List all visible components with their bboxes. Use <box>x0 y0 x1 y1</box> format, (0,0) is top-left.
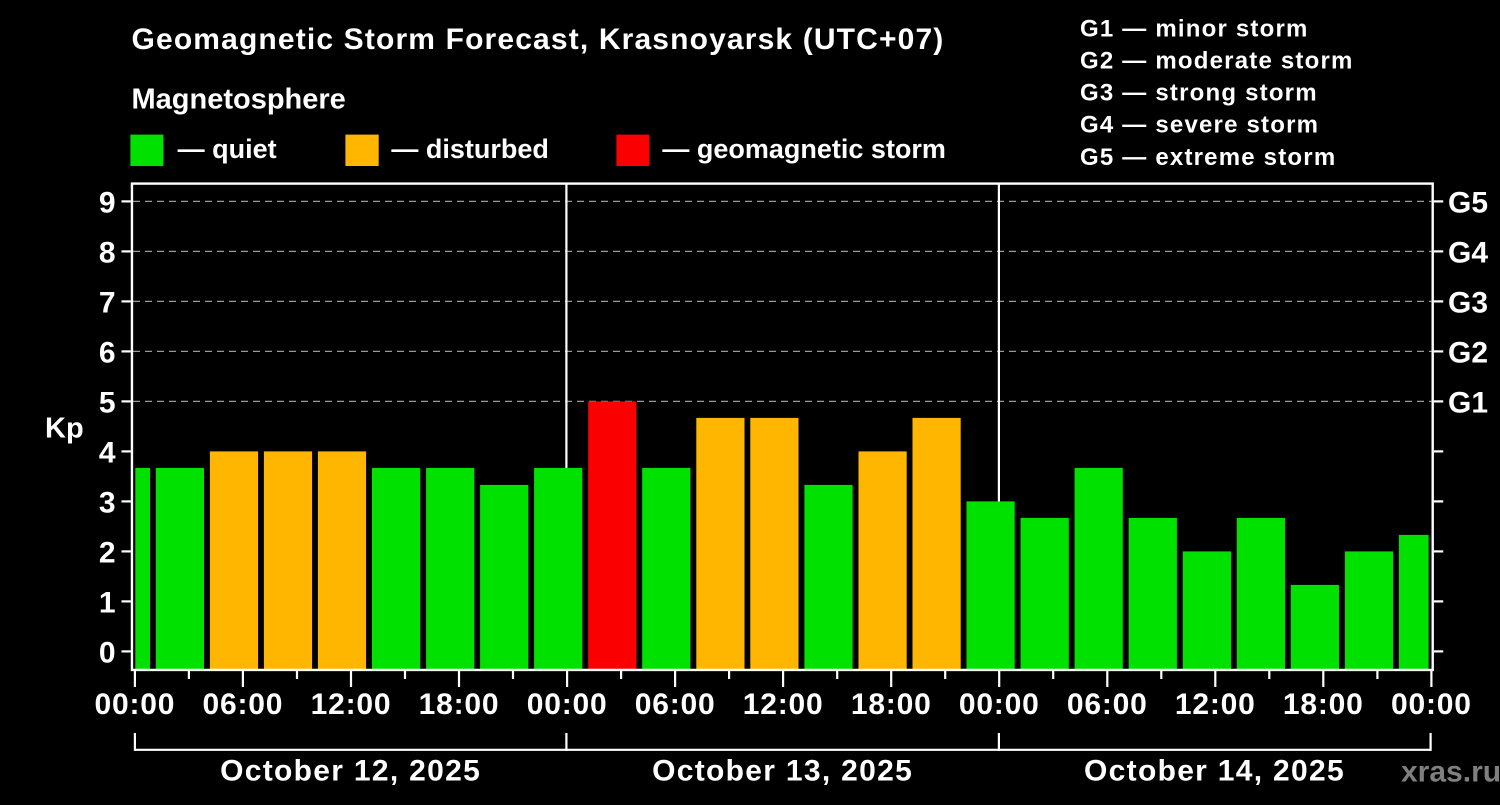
svg-text:1: 1 <box>99 586 116 619</box>
svg-text:— quiet: — quiet <box>178 134 277 164</box>
svg-text:— geomagnetic storm: — geomagnetic storm <box>662 134 946 164</box>
svg-text:October 12, 2025: October 12, 2025 <box>220 755 481 788</box>
svg-text:G4: G4 <box>1448 236 1488 269</box>
svg-text:7: 7 <box>99 286 116 319</box>
svg-text:Geomagnetic Storm Forecast, Kr: Geomagnetic Storm Forecast, Krasnoyarsk … <box>132 23 945 56</box>
svg-text:06:00: 06:00 <box>1067 688 1148 721</box>
svg-text:October 13, 2025: October 13, 2025 <box>652 755 913 788</box>
svg-text:4: 4 <box>99 436 116 469</box>
svg-text:G5: G5 <box>1448 186 1488 219</box>
svg-text:00:00: 00:00 <box>1391 688 1472 721</box>
svg-text:6: 6 <box>99 336 116 369</box>
svg-text:0: 0 <box>99 636 116 669</box>
svg-text:00:00: 00:00 <box>959 688 1040 721</box>
svg-text:18:00: 18:00 <box>1283 688 1364 721</box>
svg-text:G1: G1 <box>1448 386 1488 419</box>
svg-text:8: 8 <box>99 236 116 269</box>
svg-text:12:00: 12:00 <box>1175 688 1256 721</box>
svg-text:3: 3 <box>99 486 116 519</box>
svg-text:00:00: 00:00 <box>527 688 608 721</box>
svg-text:Kp: Kp <box>45 413 84 445</box>
svg-text:18:00: 18:00 <box>851 688 932 721</box>
svg-text:00:00: 00:00 <box>95 688 176 721</box>
svg-text:5: 5 <box>99 386 116 419</box>
svg-text:G2 — moderate storm: G2 — moderate storm <box>1080 48 1354 75</box>
svg-text:G1 — minor storm: G1 — minor storm <box>1080 15 1309 42</box>
svg-text:06:00: 06:00 <box>203 688 284 721</box>
svg-text:G2: G2 <box>1448 336 1488 369</box>
svg-text:12:00: 12:00 <box>743 688 824 721</box>
svg-text:G3 — strong storm: G3 — strong storm <box>1080 80 1318 107</box>
svg-text:06:00: 06:00 <box>635 688 716 721</box>
svg-text:G5 — extreme storm: G5 — extreme storm <box>1080 144 1336 171</box>
svg-text:G3: G3 <box>1448 286 1488 319</box>
svg-text:Magnetosphere: Magnetosphere <box>132 84 346 116</box>
svg-text:2: 2 <box>99 536 116 569</box>
svg-text:October 14, 2025: October 14, 2025 <box>1084 755 1345 788</box>
svg-text:— disturbed: — disturbed <box>391 134 549 164</box>
svg-text:12:00: 12:00 <box>311 688 392 721</box>
svg-text:G4 — severe storm: G4 — severe storm <box>1080 112 1319 139</box>
svg-text:9: 9 <box>99 186 116 219</box>
svg-text:18:00: 18:00 <box>419 688 500 721</box>
svg-text:xras.ru: xras.ru <box>1401 755 1500 788</box>
